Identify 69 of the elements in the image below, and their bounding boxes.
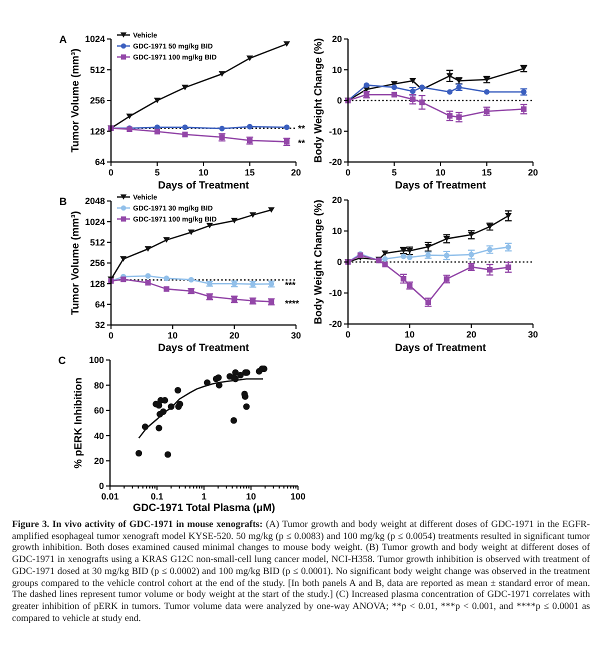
y-tick-label: 0	[336, 257, 342, 268]
y-tick-label: 40	[94, 430, 104, 441]
text: **	[298, 138, 306, 148]
y-axis-title: Body Weight Change (%)	[312, 200, 325, 324]
y-tick-label: 512	[90, 237, 105, 248]
x-tick-label: 5	[154, 168, 160, 178]
x-tick-label: 15	[244, 168, 255, 178]
y-tick-label: 128	[90, 278, 105, 289]
y-tick-label: 60	[94, 406, 104, 416]
caption: Figure 3. In vivo activity of GDC-1971 in mouse xenografts:	[12, 519, 263, 530]
x-tick-label: 20	[290, 168, 302, 178]
y-tick-label: 32	[94, 320, 105, 330]
x-tick-label: 0	[108, 330, 114, 340]
x-tick-label: 0.1	[150, 492, 164, 502]
y-tick-label: -10	[328, 126, 342, 136]
text: **	[298, 124, 306, 134]
y-axis-title: % pERK Inhibition	[72, 378, 85, 468]
x-axis-title: Days of Treatment	[158, 342, 250, 354]
y-tick-label: 512	[90, 64, 105, 75]
y-tick-label: 1024	[84, 216, 105, 227]
y-axis-title: Tumor Volume (mm³)	[70, 48, 82, 153]
y-tick-label: 0	[98, 481, 104, 492]
annotation: ***	[285, 280, 296, 290]
x-tick-label: 10	[198, 168, 209, 178]
y-tick-label: 20	[332, 34, 342, 44]
y-tick-label: -20	[328, 319, 342, 330]
y-tick-label: 64	[94, 299, 105, 310]
y-tick-label: 1024	[84, 34, 105, 44]
x-axis-title: GDC-1971 Total Plasma (μM)	[132, 502, 276, 514]
annotation: ****	[285, 298, 300, 308]
y-tick-label: 256	[90, 258, 105, 268]
x-tick-label: 5	[392, 168, 397, 178]
x-tick-label: 30	[528, 330, 538, 340]
x-tick-label: 0	[108, 168, 114, 178]
y-tick-label: 128	[90, 126, 105, 136]
x-tick-label: 0.01	[101, 492, 119, 502]
x-axis-title: Days of Treatment	[394, 342, 487, 354]
x-tick-label: 10	[168, 330, 178, 340]
x-tick-label: 30	[290, 330, 302, 340]
x-tick-label: 1	[201, 492, 207, 502]
x-tick-label: 20	[466, 330, 476, 340]
y-tick-label: 80	[94, 380, 104, 390]
y-tick-label: -10	[328, 288, 342, 298]
y-axis-title: Body Weight Change (%)	[312, 38, 325, 163]
x-tick-label: 100	[290, 492, 306, 502]
y-axis-title: Tumor Volume (mm³)	[70, 210, 82, 316]
chart-title: A	[59, 34, 68, 46]
x-tick-label: 10	[435, 168, 446, 178]
y-tick-label: 256	[90, 96, 105, 106]
y-tick-label: 0	[336, 96, 342, 106]
y-tick-label: 10	[332, 64, 342, 75]
y-tick-label: 10	[332, 226, 342, 236]
x-axis-title: Days of Treatment	[158, 180, 250, 192]
x-tick-label: 20	[229, 330, 240, 340]
x-tick-label: 10	[404, 330, 415, 340]
x-tick-label: 20	[528, 168, 538, 178]
x-tick-label: 0	[345, 168, 351, 178]
x-tick-label: 10	[246, 492, 256, 502]
chart-title: C	[58, 355, 66, 367]
x-tick-label: 0	[345, 330, 351, 340]
x-tick-label: 15	[482, 168, 492, 178]
y-tick-label: 64	[94, 157, 105, 168]
chart-title: B	[59, 196, 68, 208]
y-tick-label: 100	[88, 355, 104, 366]
y-tick-label: -20	[328, 157, 342, 168]
y-tick-label: 20	[332, 195, 342, 206]
x-axis-title: Days of Treatment	[394, 180, 487, 192]
y-tick-label: 20	[94, 456, 104, 466]
y-tick-label: 2048	[84, 196, 105, 206]
